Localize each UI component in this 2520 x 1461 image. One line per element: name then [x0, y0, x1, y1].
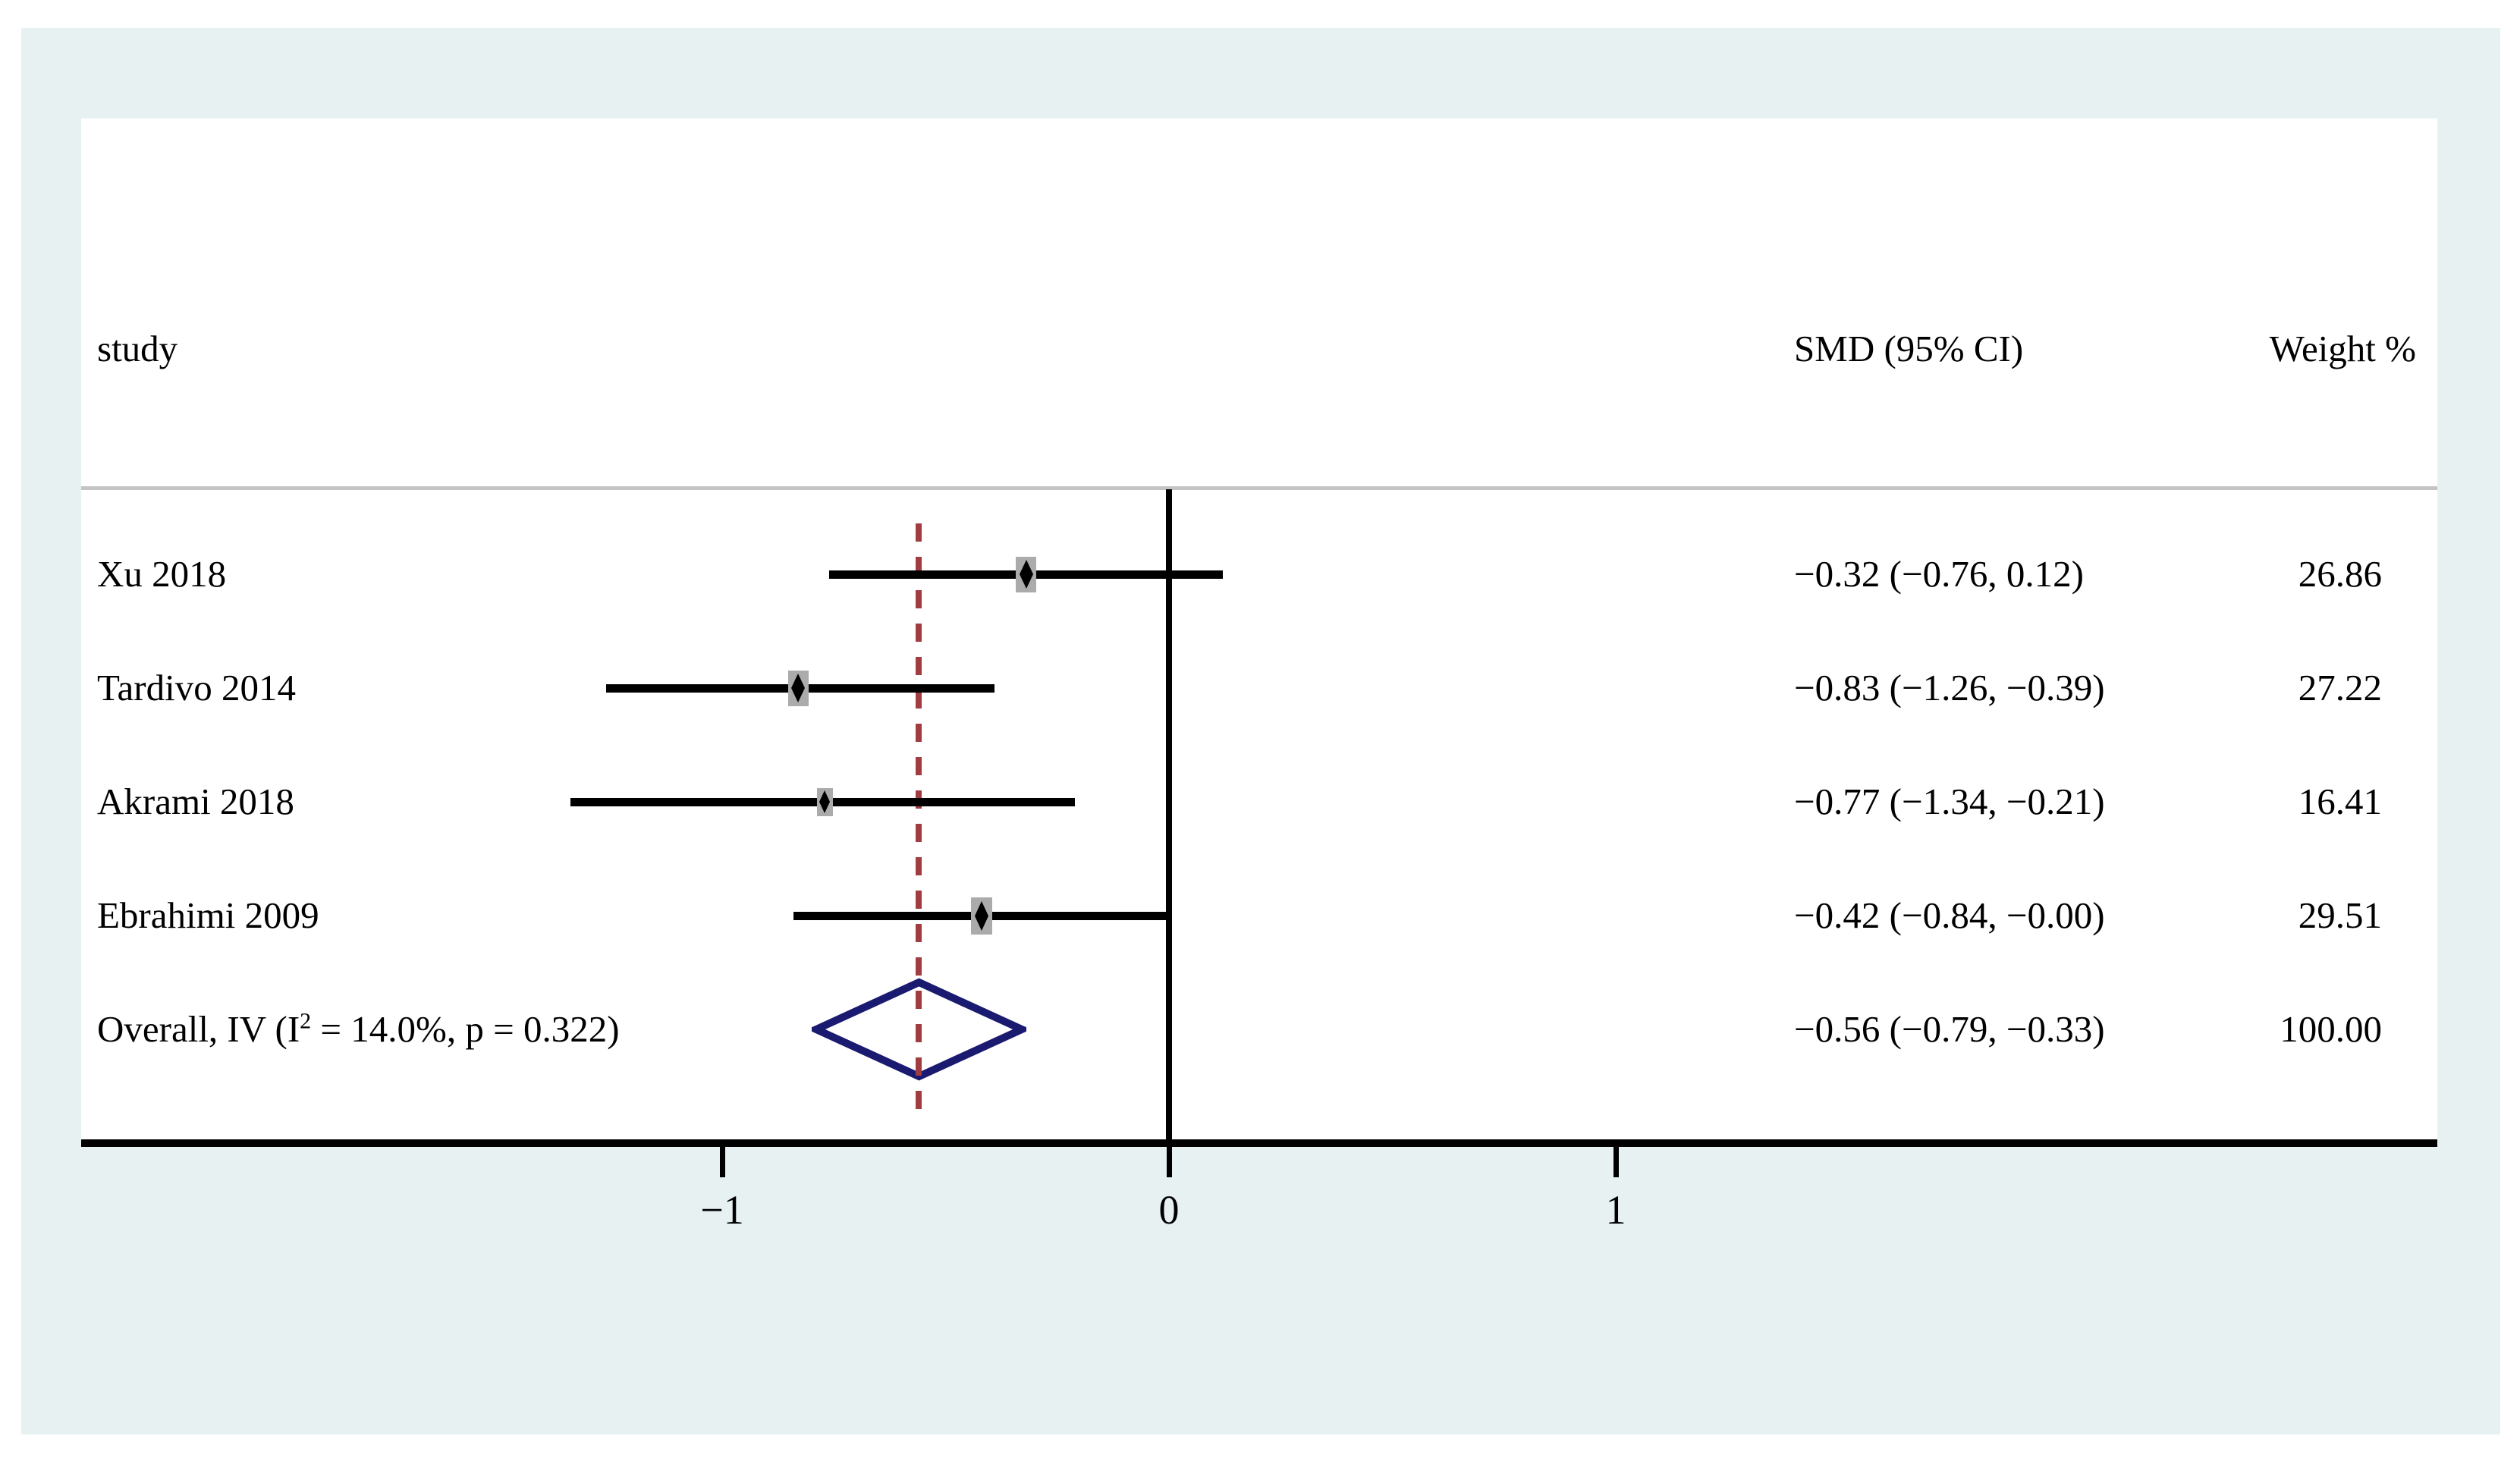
x-axis-tick	[1167, 1147, 1172, 1177]
overall-smd-value: −0.56 (−0.79, −0.33)	[1794, 1008, 2105, 1050]
overall-weight-value: 100.00	[2280, 1008, 2382, 1050]
point-estimate-marker	[791, 674, 805, 702]
smd-value: −0.42 (−0.84, −0.00)	[1794, 894, 2105, 936]
study-label: Ebrahimi 2009	[97, 894, 319, 936]
study-label: Tardivo 2014	[97, 667, 296, 709]
weight-value: 16.41	[2298, 781, 2382, 822]
no-effect-line	[1166, 489, 1172, 1143]
overall-label-superscript: 2	[300, 1008, 312, 1034]
column-header-study: study	[97, 328, 178, 369]
x-axis-tick-label: 1	[1605, 1187, 1626, 1233]
point-estimate-marker	[1020, 560, 1033, 589]
overall-label-suffix: = 14.0%, p = 0.322)	[311, 1008, 620, 1050]
x-axis-tick-label: 0	[1158, 1187, 1180, 1233]
column-header-smd: SMD (95% CI)	[1794, 328, 2024, 369]
smd-value: −0.83 (−1.26, −0.39)	[1794, 667, 2105, 709]
x-axis-tick	[720, 1147, 725, 1177]
overall-estimate-dashed-line	[916, 523, 922, 1109]
overall-label-prefix: Overall, IV (I	[97, 1008, 300, 1050]
x-axis-tick	[1613, 1147, 1619, 1177]
point-estimate-marker	[819, 790, 830, 813]
weight-value: 27.22	[2298, 667, 2382, 709]
x-axis-tick-label: −1	[700, 1187, 744, 1233]
header-separator	[81, 486, 2437, 490]
weight-value: 26.86	[2298, 553, 2382, 595]
study-label: Xu 2018	[97, 553, 227, 595]
smd-value: −0.77 (−1.34, −0.21)	[1794, 781, 2105, 822]
column-header-weight: Weight %	[2269, 328, 2416, 369]
weight-value: 29.51	[2298, 894, 2382, 936]
point-estimate-marker	[975, 901, 988, 931]
study-label: Akrami 2018	[97, 781, 294, 822]
plot-panel	[81, 118, 2437, 1143]
overall-label: Overall, IV (I2 = 14.0%, p = 0.322)	[97, 1004, 620, 1055]
x-axis-line	[81, 1139, 2437, 1147]
smd-value: −0.32 (−0.76, 0.12)	[1794, 553, 2084, 595]
